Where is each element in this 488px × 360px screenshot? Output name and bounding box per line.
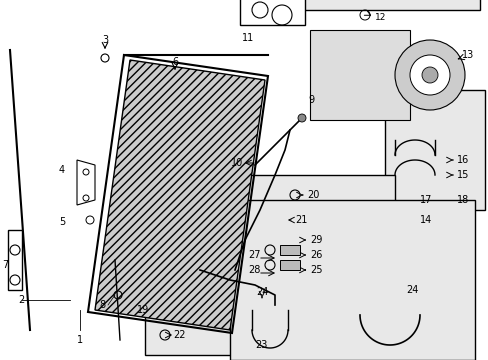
Circle shape xyxy=(409,55,449,95)
Text: 2: 2 xyxy=(18,295,24,305)
Bar xyxy=(309,30,409,120)
Circle shape xyxy=(421,67,437,83)
Polygon shape xyxy=(95,60,264,330)
Text: 25: 25 xyxy=(309,265,322,275)
Text: 12: 12 xyxy=(374,13,386,22)
Text: 11: 11 xyxy=(242,33,254,43)
Circle shape xyxy=(394,40,464,110)
Text: 4: 4 xyxy=(59,165,65,175)
Bar xyxy=(8,230,22,290)
Bar xyxy=(229,200,474,360)
Text: 16: 16 xyxy=(456,155,468,165)
Text: 27: 27 xyxy=(247,250,260,260)
Text: 20: 20 xyxy=(306,190,319,200)
Circle shape xyxy=(297,114,305,122)
Text: 19: 19 xyxy=(137,305,149,315)
Text: 7: 7 xyxy=(2,260,8,270)
Bar xyxy=(280,260,299,270)
Bar xyxy=(229,175,394,305)
Text: 18: 18 xyxy=(456,195,468,205)
Text: 6: 6 xyxy=(172,57,178,67)
Bar xyxy=(299,0,479,10)
Bar xyxy=(145,295,235,355)
Text: 15: 15 xyxy=(456,170,468,180)
Text: 17: 17 xyxy=(419,195,431,205)
Text: 8: 8 xyxy=(99,300,105,310)
Text: 5: 5 xyxy=(59,217,65,227)
Text: 13: 13 xyxy=(461,50,473,60)
Text: 28: 28 xyxy=(247,265,260,275)
Text: 26: 26 xyxy=(309,250,322,260)
Text: 23: 23 xyxy=(254,340,267,350)
Text: 22: 22 xyxy=(173,330,185,340)
Text: 14: 14 xyxy=(419,215,431,225)
Text: 9: 9 xyxy=(307,95,313,105)
Text: 3: 3 xyxy=(102,35,108,45)
Text: 29: 29 xyxy=(309,235,322,245)
Text: 24: 24 xyxy=(255,287,267,297)
Bar xyxy=(384,90,484,210)
Text: 1: 1 xyxy=(77,335,83,345)
Text: 21: 21 xyxy=(294,215,307,225)
Text: 24: 24 xyxy=(405,285,418,295)
Bar xyxy=(280,245,299,255)
Text: 10: 10 xyxy=(230,158,243,168)
Bar xyxy=(240,0,305,25)
